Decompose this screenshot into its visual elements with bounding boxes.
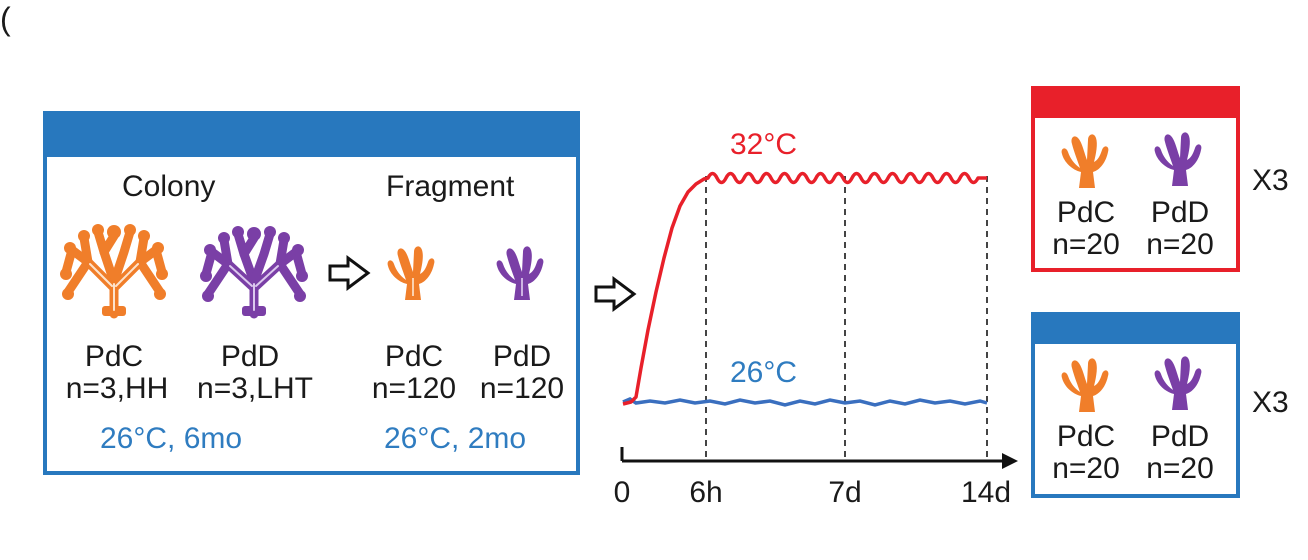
hot-tank-replicates: X3 — [1252, 164, 1289, 197]
colony-condition: 26°C, 6mo — [100, 422, 243, 455]
hot-tank-pdd-coral-icon — [1154, 132, 1202, 186]
hot-tank-header — [1035, 90, 1236, 118]
corner-mark: ( — [0, 1, 11, 37]
hot-tank-pdc-count: n=20 — [1052, 228, 1120, 261]
control-trace — [622, 397, 988, 407]
hot-tank-panel — [1031, 86, 1240, 272]
hot-tank-pdc-name: PdC — [1056, 196, 1116, 229]
fragment-title: Fragment — [386, 170, 515, 203]
acclimation-panel — [43, 111, 580, 475]
control-tank-pdc-coral-icon — [1061, 358, 1109, 412]
fragment-pdd-count: n=120 — [479, 372, 565, 405]
hot-temperature-label: 32°C — [730, 128, 798, 161]
colony-to-fragment-arrow-icon — [328, 255, 371, 291]
control-tank-header — [1035, 316, 1236, 344]
purple-colony-coral-icon — [200, 226, 308, 319]
colony-pdc-name: PdC — [84, 340, 144, 373]
fragment-pdc-name: PdC — [384, 340, 444, 373]
orange-colony-coral-icon — [60, 224, 168, 319]
control-temperature-label: 26°C — [730, 356, 798, 389]
tick-7d: 7d — [828, 476, 862, 509]
acclimation-panel-header — [47, 115, 576, 157]
colony-pdd-count: n=3,LHT — [197, 372, 313, 405]
hot-tank-pdd-count: n=20 — [1146, 228, 1214, 261]
colony-pdc-count: n=3,HH — [65, 372, 169, 405]
control-tank-pdd-name: PdD — [1150, 420, 1210, 453]
colony-pdd-name: PdD — [220, 340, 280, 373]
fragment-condition: 26°C, 2mo — [384, 422, 527, 455]
tick-14d: 14d — [960, 476, 1012, 509]
control-tank-panel — [1031, 312, 1240, 498]
to-timeline-arrow-icon — [594, 276, 637, 312]
control-tank-replicates: X3 — [1252, 386, 1289, 419]
tick-0: 0 — [613, 476, 631, 509]
hot-tank-pdd-name: PdD — [1150, 196, 1210, 229]
orange-fragment-coral-icon — [387, 246, 435, 300]
control-tank-pdc-name: PdC — [1056, 420, 1116, 453]
heat-trace — [622, 171, 987, 406]
colony-title: Colony — [122, 170, 216, 203]
control-tank-pdd-count: n=20 — [1146, 452, 1214, 485]
hot-tank-pdc-coral-icon — [1061, 134, 1109, 188]
fragment-pdd-name: PdD — [492, 340, 552, 373]
time-axis-arrowhead-icon — [1002, 453, 1018, 469]
fragment-pdc-count: n=120 — [371, 372, 457, 405]
control-tank-pdd-coral-icon — [1154, 356, 1202, 410]
tick-6h: 6h — [689, 476, 723, 509]
control-tank-pdc-count: n=20 — [1052, 452, 1120, 485]
purple-fragment-coral-icon — [496, 246, 544, 300]
